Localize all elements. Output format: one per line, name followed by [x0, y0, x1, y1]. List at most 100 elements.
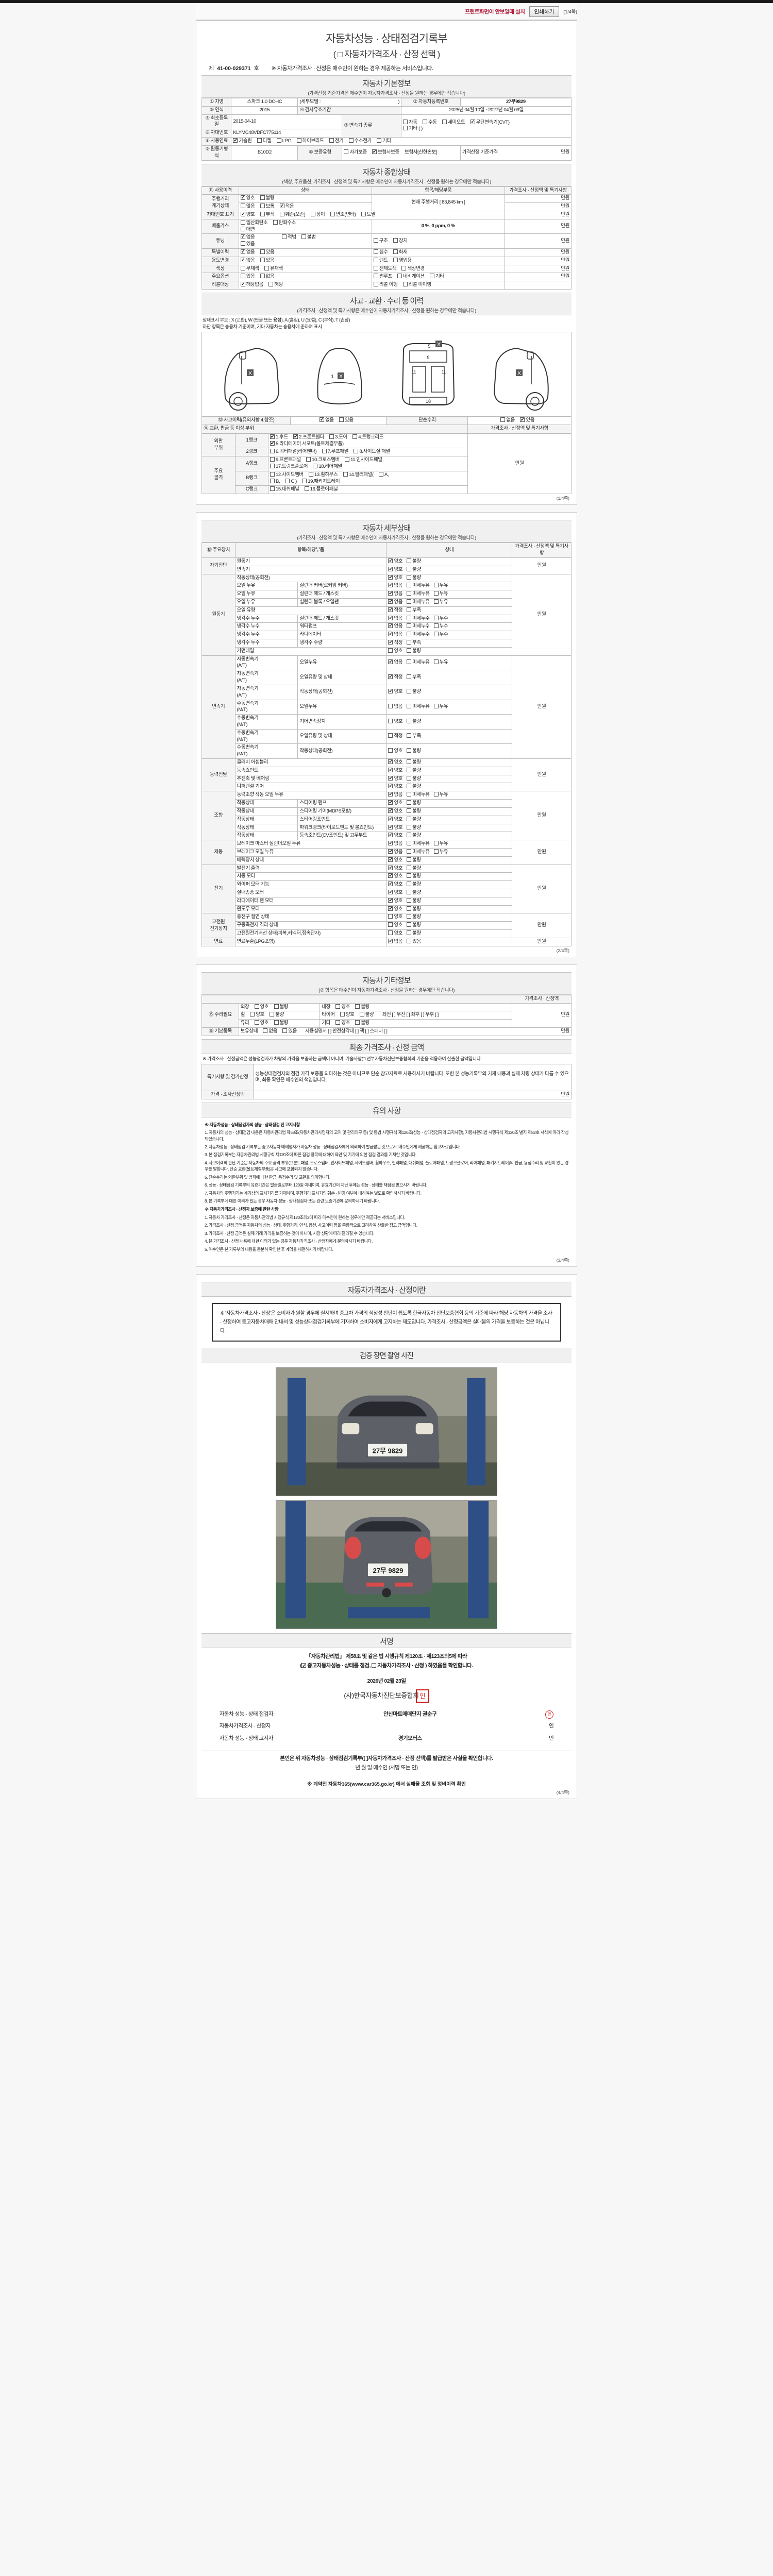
checkbox-icon[interactable] [379, 471, 384, 477]
checkbox-icon[interactable] [407, 574, 412, 580]
opt-미세누유[interactable]: 미세누유 [407, 792, 430, 799]
checkbox-icon[interactable] [270, 449, 275, 454]
opt-양호[interactable]: 양호 [388, 799, 403, 807]
opt-양호[interactable]: 양호 [388, 897, 403, 905]
opt-different[interactable]: 상이 [310, 211, 325, 218]
opt-없음[interactable]: 없음 [388, 848, 403, 856]
part-side-sill-panel[interactable]: 8.사이드실 패널 [354, 449, 390, 455]
checkbox-icon[interactable] [388, 688, 393, 694]
opt-불량[interactable]: 불량 [407, 558, 421, 565]
part-roof-panel[interactable]: 7.루프패널 [322, 449, 349, 455]
checkbox-icon[interactable] [407, 733, 412, 738]
checkbox-icon[interactable] [407, 659, 412, 665]
checkbox-icon[interactable] [373, 282, 378, 287]
opt-불량[interactable]: 불량 [407, 833, 421, 839]
checkbox-icon[interactable] [407, 865, 412, 870]
checkbox-icon[interactable] [388, 905, 393, 911]
checkbox-icon[interactable] [355, 1020, 360, 1025]
checkbox-icon[interactable] [260, 195, 265, 200]
checkbox-icon[interactable] [274, 1004, 279, 1009]
opt-normal[interactable]: 보통 [260, 204, 275, 210]
fuel-opt-other[interactable]: 기타 [377, 138, 391, 145]
opt-양호[interactable]: 양호 [388, 872, 403, 880]
opt-corrosion[interactable]: 부식 [260, 211, 275, 218]
checkbox-icon[interactable] [388, 639, 393, 645]
opt-양호[interactable]: 양호 [388, 922, 403, 929]
opt-미세누유[interactable]: 미세누유 [407, 841, 430, 848]
checkbox-icon[interactable] [260, 249, 265, 254]
checkbox-icon[interactable] [240, 281, 245, 287]
fuel-opt-diesel[interactable]: 디젤 [257, 138, 272, 145]
checkbox-icon[interactable] [388, 897, 393, 903]
part-dash-panel[interactable]: 15.대쉬패널 [270, 486, 299, 493]
checkbox-icon[interactable] [433, 792, 439, 797]
opt-누유[interactable]: 누유 [433, 703, 448, 710]
checkbox-icon[interactable] [393, 238, 398, 243]
opt-불량[interactable]: 불량 [407, 930, 421, 937]
checkbox-icon[interactable] [240, 204, 245, 209]
opt-미세누유[interactable]: 미세누유 [407, 703, 430, 710]
checkbox-icon[interactable] [240, 219, 245, 225]
checkbox-icon[interactable] [348, 138, 354, 143]
opt-co[interactable]: 일산화탄소 [240, 219, 268, 227]
checkbox-icon[interactable] [301, 234, 306, 240]
opt-미세누수[interactable]: 미세누수 [407, 623, 430, 630]
checkbox-icon[interactable] [407, 882, 412, 887]
checkbox-icon[interactable] [250, 1012, 255, 1017]
checkbox-icon[interactable] [407, 824, 412, 829]
checkbox-icon[interactable] [319, 416, 324, 422]
opt-없음[interactable]: 없음 [388, 938, 403, 945]
checkbox-icon[interactable] [240, 248, 245, 255]
opt-bad[interactable]: 불량 [359, 1012, 374, 1019]
checkbox-icon[interactable] [254, 1004, 259, 1009]
checkbox-icon[interactable] [304, 486, 309, 492]
part-side-member[interactable]: 12.사이드멤버 [270, 471, 304, 479]
checkbox-icon[interactable] [407, 767, 412, 772]
checkbox-icon[interactable] [309, 471, 313, 477]
checkbox-icon[interactable] [407, 800, 412, 805]
opt-불량[interactable]: 불량 [407, 718, 421, 725]
fuel-opt-electric[interactable]: 전기 [329, 138, 344, 145]
checkbox-icon[interactable] [270, 478, 275, 483]
checkbox-icon[interactable] [240, 226, 245, 231]
checkbox-icon[interactable] [433, 599, 439, 604]
opt-양호[interactable]: 양호 [388, 557, 403, 565]
checkbox-icon[interactable] [377, 138, 382, 143]
checkbox-icon[interactable] [397, 274, 402, 279]
opt-불량[interactable]: 불량 [407, 890, 421, 896]
checkbox-icon[interactable] [339, 417, 344, 422]
checkbox-icon[interactable] [268, 282, 274, 287]
opt-other[interactable]: 기타 [430, 274, 444, 280]
checkbox-icon[interactable] [407, 890, 412, 895]
checkbox-icon[interactable] [470, 118, 475, 125]
checkbox-icon[interactable] [322, 449, 327, 454]
opt-achromatic[interactable]: 무채색 [240, 265, 259, 273]
checkbox-icon[interactable] [260, 274, 265, 279]
opt-flood[interactable]: 침수 [373, 249, 388, 256]
opt-양호[interactable]: 양호 [388, 889, 403, 896]
opt-full-repaint[interactable]: 전체도색 [373, 265, 397, 273]
part-pillar-b[interactable]: B, [270, 478, 280, 485]
opt-미세누수[interactable]: 미세누수 [407, 615, 430, 622]
opt-양호[interactable]: 양호 [388, 832, 403, 839]
opt-hc[interactable]: 탄화수소 [273, 219, 296, 227]
opt-양호[interactable]: 양호 [388, 767, 403, 774]
opt-누유[interactable]: 누유 [433, 599, 448, 606]
checkbox-icon[interactable] [407, 930, 412, 936]
opt-none[interactable]: 없음 [263, 1028, 277, 1035]
opt-양호[interactable]: 양호 [388, 758, 403, 766]
checkbox-icon[interactable] [407, 784, 412, 789]
opt-없음[interactable]: 없음 [388, 703, 403, 710]
checkbox-icon[interactable] [388, 930, 393, 936]
opt-exists[interactable]: 있음 [240, 274, 255, 280]
opt-양호[interactable]: 양호 [388, 905, 403, 913]
warranty-opt-insurer[interactable]: 보험사보증 [372, 148, 399, 156]
part-quarter-panel[interactable]: 6.쿼터패널(리어휀다) [270, 449, 317, 455]
checkbox-icon[interactable] [388, 758, 393, 765]
opt-rent[interactable]: 렌트 [373, 257, 388, 264]
checkbox-icon[interactable] [433, 583, 439, 588]
checkbox-icon[interactable] [388, 718, 393, 723]
opt-불량[interactable]: 불량 [407, 767, 421, 774]
opt-누유[interactable]: 누유 [433, 849, 448, 856]
checkbox-icon[interactable] [388, 914, 393, 919]
